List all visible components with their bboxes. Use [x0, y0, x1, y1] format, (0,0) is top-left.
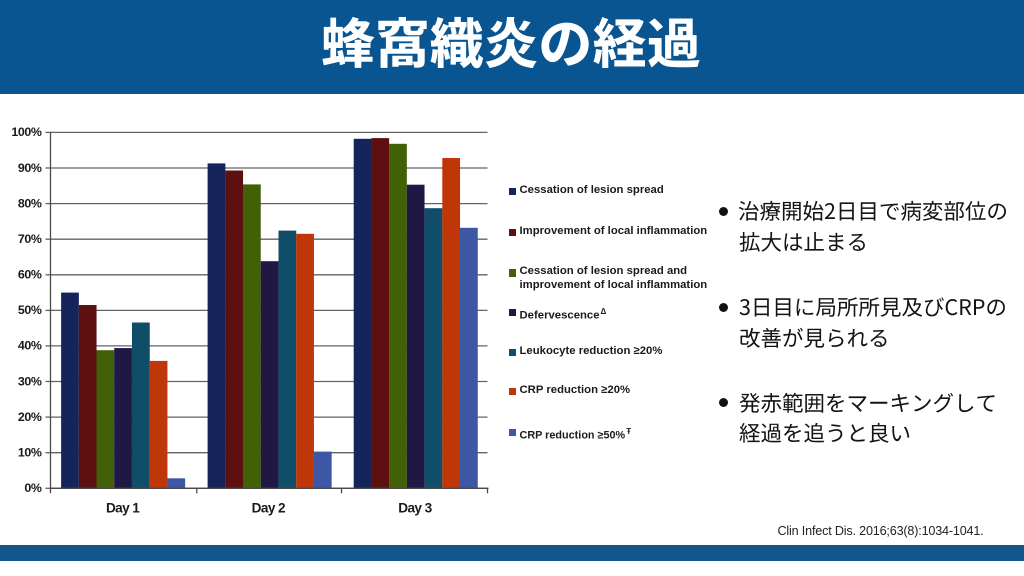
svg-text:60%: 60% [18, 268, 42, 282]
svg-text:70%: 70% [18, 232, 42, 246]
svg-text:Day 3: Day 3 [398, 500, 432, 515]
svg-text:100%: 100% [11, 125, 41, 139]
svg-text:40%: 40% [18, 339, 42, 353]
svg-text:20%: 20% [18, 410, 42, 424]
svg-text:80%: 80% [18, 196, 42, 210]
svg-text:Day 1: Day 1 [106, 500, 140, 515]
svg-text:10%: 10% [18, 446, 42, 460]
svg-text:30%: 30% [18, 374, 42, 388]
svg-text:0%: 0% [24, 481, 41, 495]
svg-text:50%: 50% [18, 303, 42, 317]
svg-text:Day 2: Day 2 [252, 500, 286, 515]
svg-text:90%: 90% [18, 161, 42, 175]
